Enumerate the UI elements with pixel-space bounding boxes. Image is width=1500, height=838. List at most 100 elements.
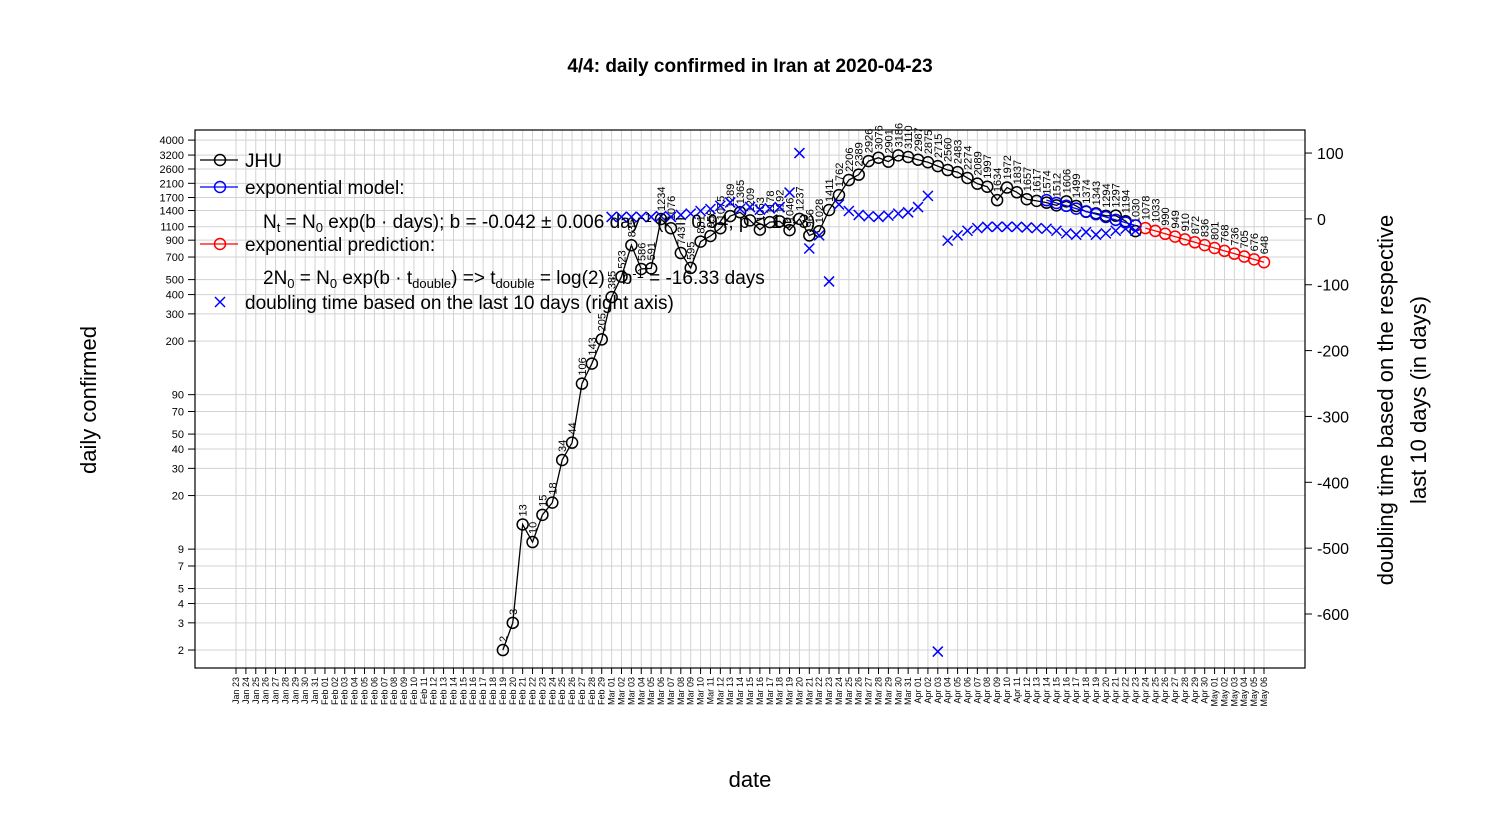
- cross-marker: [665, 211, 677, 223]
- x-tick-label: Feb 17: [478, 677, 488, 705]
- cross-marker: [724, 196, 736, 208]
- x-tick-label: Feb 09: [399, 677, 409, 705]
- point-marker: [704, 229, 717, 243]
- cross-marker: [764, 202, 776, 214]
- formula-part: 2N: [263, 268, 287, 289]
- x-tick-label: Apr 12: [1022, 677, 1032, 704]
- point-marker: [565, 436, 579, 449]
- y-tick-label: 700: [166, 252, 184, 264]
- y-tick-label: 3200: [160, 150, 184, 162]
- point-marker: [496, 643, 510, 657]
- legend-formula: Nt = N0 exp(b · days); b = -0.042 ± 0.00…: [263, 210, 815, 235]
- x-tick-label: May 03: [1229, 677, 1239, 707]
- x-tick-label: Apr 09: [992, 677, 1002, 704]
- cross-marker: [625, 211, 637, 223]
- cross-marker: [892, 208, 904, 220]
- value-label: 523: [617, 250, 629, 268]
- x-tick-label: Feb 23: [537, 677, 547, 705]
- value-label: 1033: [1150, 198, 1162, 222]
- x-tick-label: Feb 06: [369, 677, 379, 705]
- x-tick-label: May 04: [1239, 677, 1249, 707]
- x-tick-label: Mar 09: [686, 677, 696, 705]
- value-label: 1194: [1121, 190, 1133, 214]
- cross-marker: [685, 208, 697, 220]
- x-tick-label: Mar 20: [794, 677, 804, 705]
- legend-marker: [213, 180, 227, 194]
- x-tick-label: Feb 20: [508, 677, 518, 705]
- cross-marker: [615, 211, 628, 223]
- x-tick-label: Apr 16: [1061, 677, 1071, 704]
- x-tick-label: Feb 26: [567, 677, 577, 705]
- value-label: 1078: [1140, 196, 1152, 220]
- formula-part: exp(b · t: [337, 268, 413, 289]
- x-tick-label: Apr 01: [913, 677, 923, 704]
- value-label: 958: [705, 210, 717, 228]
- x-tick-label: Apr 04: [943, 677, 953, 704]
- formula-part: -1: [640, 210, 652, 225]
- formula-part: N: [263, 212, 277, 233]
- x-tick-label: Feb 01: [320, 677, 330, 705]
- value-label: 872: [1190, 216, 1202, 234]
- cross-marker: [932, 646, 944, 658]
- point-marker: [694, 235, 707, 248]
- cross-marker: [744, 201, 756, 213]
- x-tick-label: Apr 28: [1180, 677, 1190, 704]
- formula-part: 0: [316, 220, 323, 235]
- cross-marker: [863, 210, 875, 222]
- value-label: 2206: [844, 148, 856, 172]
- x-tick-label: Apr 11: [1012, 677, 1022, 703]
- marks: 2313101518344410614320538552383558659112…: [496, 123, 1271, 658]
- x-tick-label: Feb 03: [340, 677, 350, 705]
- x-tick-label: Mar 19: [785, 677, 795, 705]
- cross-marker: [695, 205, 707, 217]
- value-label: 1837: [1012, 160, 1024, 184]
- y-tick-label: 30: [172, 463, 184, 475]
- value-label: 2089: [972, 151, 984, 175]
- value-label: 1606: [1061, 169, 1073, 193]
- x-tick-label: Feb 05: [360, 677, 370, 705]
- point-marker: [635, 262, 648, 276]
- cross-marker: [645, 211, 657, 223]
- y-tick-label: 400: [166, 290, 184, 302]
- value-label: 966: [804, 209, 816, 227]
- cross-marker: [1120, 223, 1132, 235]
- cross-marker: [971, 222, 983, 234]
- cross-marker: [1021, 221, 1033, 233]
- value-label: 1192: [775, 190, 787, 214]
- cross-marker: [813, 229, 825, 241]
- cross-marker: [952, 229, 964, 241]
- value-label: 2987: [913, 127, 925, 151]
- value-label: 836: [1200, 219, 1212, 237]
- cross-marker: [803, 243, 815, 255]
- cross-marker: [981, 221, 993, 233]
- x-tick-label: Jan 23: [231, 677, 241, 704]
- x-tick-label: May 06: [1259, 677, 1269, 707]
- formula-part: = -16.33 days: [644, 268, 765, 289]
- x-tick-label: Apr 26: [1160, 677, 1170, 704]
- point-marker: [605, 290, 618, 304]
- x-tick-label: Apr 10: [1002, 677, 1012, 704]
- cross-marker: [1090, 229, 1102, 241]
- x-tick-label: Mar 04: [636, 677, 646, 705]
- legend-label: JHU: [245, 151, 282, 172]
- point-marker: [1030, 194, 1043, 208]
- point-marker: [793, 212, 806, 226]
- y2-tick-label: -600: [1317, 607, 1349, 624]
- point-marker: [743, 214, 757, 227]
- cross-marker: [1129, 225, 1142, 237]
- point-marker: [674, 246, 688, 260]
- formula-part: = log(2) · b: [535, 268, 633, 289]
- y2-tick-label: 100: [1317, 146, 1344, 163]
- point-marker: [1000, 181, 1014, 194]
- value-label: 1343: [1091, 181, 1103, 205]
- x-tick-label: Apr 21: [1111, 677, 1121, 704]
- x-tick-label: Jan 30: [300, 677, 310, 704]
- cross-marker: [793, 147, 805, 159]
- cross-marker: [1031, 222, 1043, 234]
- value-label: 835: [626, 219, 638, 237]
- formula-part: double: [496, 276, 535, 291]
- cross-marker: [961, 225, 973, 237]
- y-tick-label: 500: [166, 275, 184, 287]
- formula-part: 0: [330, 276, 337, 291]
- x-tick-label: Feb 21: [518, 677, 528, 705]
